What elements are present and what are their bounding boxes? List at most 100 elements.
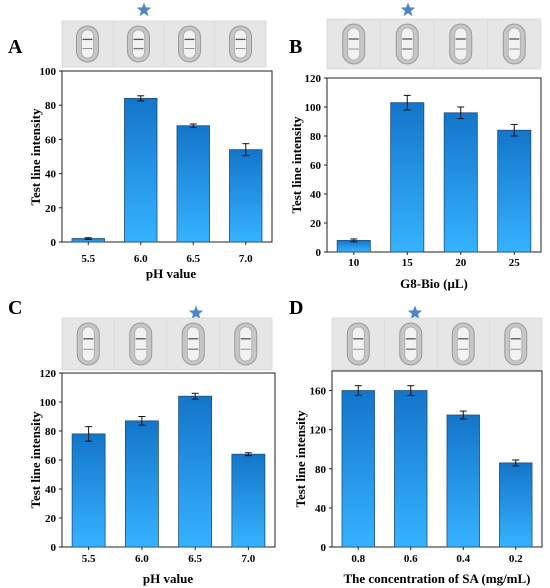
test-strip-icon (76, 25, 99, 63)
y-tick-label: 100 (305, 102, 322, 114)
y-tick-label: 0 (51, 237, 57, 249)
panel-b: B 0 20 40 60 80 100 120 10 15 20 25 G8-Bio (μL) Test … (289, 2, 542, 291)
x-tick-label: 7.0 (239, 253, 253, 265)
bar (443, 112, 478, 253)
x-tick-label: 7.0 (242, 553, 256, 565)
test-strip-icon (127, 25, 150, 63)
bar (124, 97, 158, 243)
x-tick-label: 5.5 (81, 253, 95, 265)
x-tick-label: 5.5 (82, 553, 96, 565)
y-axis-label: Test line intensity (289, 116, 304, 214)
y-tick-label: 60 (310, 160, 322, 172)
star-icon (188, 305, 204, 320)
strip-window (507, 27, 521, 61)
strip-window (351, 326, 365, 362)
bar (71, 433, 106, 548)
bar (390, 102, 425, 253)
x-tick-label: 6.5 (186, 253, 200, 265)
y-tick-label: 100 (40, 66, 57, 78)
star-icon (407, 305, 423, 320)
test-strip-icon (342, 23, 366, 65)
bar (497, 129, 532, 253)
y-tick-label: 40 (45, 484, 57, 496)
plot-frame (331, 370, 543, 548)
bar (178, 395, 213, 548)
y-tick-label: 0 (316, 247, 322, 259)
strip-window (186, 326, 200, 362)
y-tick-label: 160 (310, 386, 327, 398)
y-axis-label: Test line intensity (28, 108, 43, 206)
strip-window (183, 29, 196, 59)
test-strip-icon (76, 322, 100, 366)
y-tick-label: 60 (45, 455, 57, 467)
strip-window (404, 326, 418, 362)
x-tick-label: 6.0 (135, 553, 149, 565)
bar (341, 390, 375, 548)
strip-window (134, 326, 148, 362)
panel-letter: D (289, 297, 303, 319)
panel-c: C 0 20 40 60 80 100 120 5.5 6.0 6.5 7.0 pH value Test… (8, 297, 276, 586)
y-tick-label: 0 (321, 542, 327, 554)
y-axis-label: Test line intensity (293, 410, 308, 508)
strip-window (239, 326, 253, 362)
test-strip-icon (504, 322, 528, 366)
panel-a: A 0 20 40 60 80 100 5.5 6.0 6.5 7.0 pH value Test li… (8, 2, 273, 281)
test-strip-icon (234, 322, 258, 366)
bar (231, 453, 266, 548)
x-tick-label: 25 (509, 257, 521, 269)
strip-window (400, 27, 414, 61)
y-tick-label: 40 (315, 503, 327, 515)
strip-window (81, 29, 94, 59)
test-strip-icon (346, 322, 370, 366)
x-tick-label: 0.6 (404, 553, 418, 565)
y-tick-label: 40 (45, 169, 57, 181)
panel-letter: A (8, 36, 23, 58)
y-tick-label: 80 (45, 426, 57, 438)
strip-window (454, 27, 468, 61)
panel-letter: B (289, 36, 302, 58)
x-tick-label: 0.8 (351, 553, 365, 565)
strip-window (234, 29, 247, 59)
bar (229, 149, 263, 243)
panel-d: D 0 40 80 120 160 0.8 0.6 0.4 0.2 The concentratio… (289, 297, 543, 586)
strip-window (81, 326, 95, 362)
panel-letter: C (8, 297, 22, 319)
strip-window (456, 326, 470, 362)
y-axis-label: Test line intensity (28, 411, 43, 509)
y-tick-label: 20 (45, 513, 57, 525)
x-axis-label: The concentration of SA (mg/mL) (343, 571, 530, 586)
test-strip-icon (451, 322, 475, 366)
y-tick-label: 120 (310, 425, 327, 437)
x-tick-label: 6.5 (188, 553, 202, 565)
y-tick-label: 80 (315, 464, 327, 476)
strip-window (509, 326, 523, 362)
strip-window (347, 27, 361, 61)
x-axis-label: pH value (143, 571, 193, 586)
test-strip-icon (399, 322, 423, 366)
y-tick-label: 40 (310, 189, 322, 201)
test-strip-icon (449, 23, 473, 65)
y-tick-label: 60 (45, 134, 57, 146)
bar (176, 125, 210, 243)
bar (124, 420, 159, 548)
x-tick-label: 0.4 (456, 553, 470, 565)
x-tick-label: 20 (455, 257, 467, 269)
plot-frame (61, 70, 273, 243)
x-axis-label: G8-Bio (μL) (400, 276, 468, 291)
y-tick-label: 120 (40, 368, 57, 380)
test-strip-icon (229, 25, 252, 63)
y-tick-label: 0 (51, 542, 57, 554)
test-strip-icon (178, 25, 201, 63)
x-tick-label: 6.0 (134, 253, 148, 265)
x-tick-label: 10 (348, 257, 360, 269)
test-strip-icon (129, 322, 153, 366)
test-strip-icon (502, 23, 526, 65)
y-tick-label: 80 (45, 100, 57, 112)
y-tick-label: 100 (40, 397, 57, 409)
y-tick-label: 20 (310, 218, 322, 230)
x-tick-label: 15 (402, 257, 414, 269)
bar (499, 462, 533, 548)
y-tick-label: 20 (45, 203, 57, 215)
y-tick-label: 120 (305, 73, 322, 85)
